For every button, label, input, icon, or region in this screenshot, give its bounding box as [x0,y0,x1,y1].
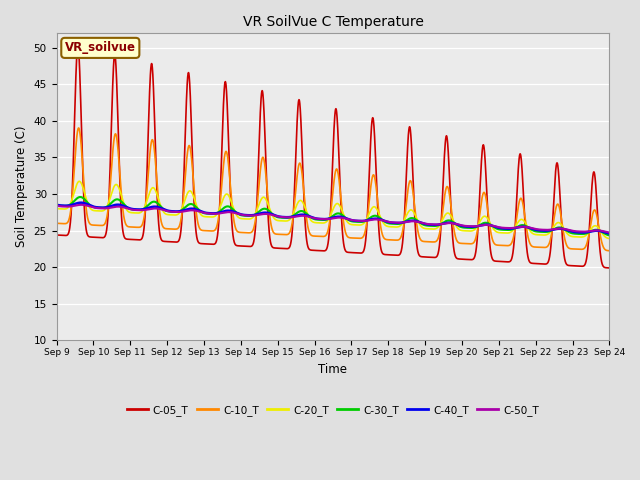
C-20_T [225,192,232,198]
Line: C-30_T: C-30_T [56,197,609,235]
C-05_T [605,265,613,271]
C-10_T [119,209,127,215]
C-50_T [435,222,442,228]
C-30_T [52,202,60,208]
C-50_T [605,229,613,235]
Line: C-10_T: C-10_T [56,128,609,251]
Line: C-40_T: C-40_T [56,203,609,234]
C-10_T [118,203,126,208]
C-10_T [75,125,83,131]
C-40_T [225,208,232,214]
C-20_T [480,214,488,219]
C-20_T [76,179,83,184]
C-10_T [435,234,442,240]
C-50_T [77,202,85,208]
C-05_T [119,230,127,236]
C-05_T [74,43,82,48]
C-40_T [88,203,95,209]
C-05_T [88,234,95,240]
C-30_T [118,200,126,205]
C-10_T [88,222,95,228]
Line: C-50_T: C-50_T [56,205,609,232]
X-axis label: Time: Time [319,362,348,376]
C-20_T [52,205,60,211]
C-10_T [480,190,488,195]
C-30_T [480,220,488,226]
C-20_T [605,236,613,241]
Line: C-05_T: C-05_T [56,46,609,268]
Text: VR_soilvue: VR_soilvue [65,41,136,54]
C-50_T [119,204,127,210]
C-40_T [118,203,126,208]
C-50_T [225,209,232,215]
C-05_T [118,225,126,230]
C-50_T [52,203,60,208]
C-40_T [52,202,60,207]
Line: C-20_T: C-20_T [56,181,609,239]
C-40_T [605,231,613,237]
Legend: C-05_T, C-10_T, C-20_T, C-30_T, C-40_T, C-50_T: C-05_T, C-10_T, C-20_T, C-30_T, C-40_T, … [123,401,543,420]
C-40_T [435,222,442,228]
C-40_T [119,203,127,209]
C-50_T [480,222,488,228]
C-20_T [118,196,126,202]
C-30_T [88,204,95,209]
C-20_T [435,224,442,229]
Title: VR SoilVue C Temperature: VR SoilVue C Temperature [243,15,424,29]
C-30_T [77,194,84,200]
C-20_T [119,199,127,204]
C-10_T [225,162,232,168]
C-40_T [480,222,488,228]
C-05_T [435,248,442,254]
C-05_T [225,139,232,144]
C-30_T [119,201,127,206]
C-20_T [88,207,95,213]
C-05_T [52,232,60,238]
C-30_T [605,232,613,238]
C-05_T [480,143,488,148]
C-30_T [435,222,442,228]
Y-axis label: Soil Temperature (C): Soil Temperature (C) [15,126,28,247]
C-30_T [225,204,232,209]
C-50_T [118,204,126,210]
C-50_T [88,204,95,210]
C-40_T [77,200,84,205]
C-10_T [52,220,60,226]
C-10_T [605,248,613,253]
